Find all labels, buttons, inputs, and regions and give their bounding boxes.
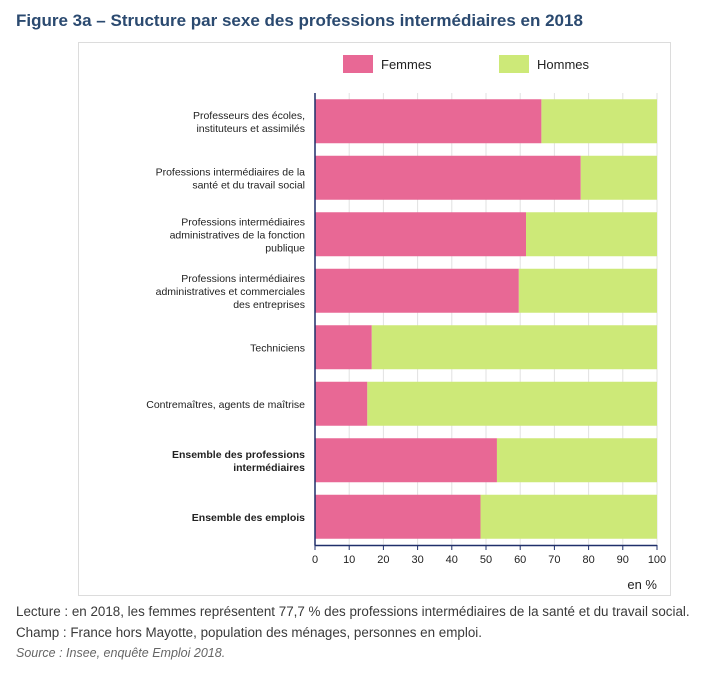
bar-femmes-0 [315,99,542,144]
category-label: Professions intermédiaires de la santé et… [156,166,306,191]
bar-femmes-1 [315,155,581,200]
legend-swatch-hommes [499,55,529,73]
bar-femmes-5 [315,381,368,426]
x-tick-label: 0 [312,554,318,566]
x-tick-label: 80 [582,554,594,566]
category-label: Techniciens [250,342,305,354]
bar-femmes-6 [315,438,497,483]
x-tick-label: 60 [514,554,526,566]
bar-hommes-0 [541,99,657,144]
category-label-line: santé et du travail social [192,179,305,191]
category-label-line: Ensemble des emplois [192,512,305,524]
x-tick-label: 40 [446,554,458,566]
bar-femmes-2 [315,212,527,257]
x-ticks: 0 10 20 30 40 50 60 70 80 90 100 [312,545,666,566]
x-tick-label: 10 [343,554,355,566]
stacked-bar-chart: Professeurs des écoles, instituteurs et a… [146,55,666,592]
chart-frame: Professeurs des écoles, instituteurs et a… [78,42,671,596]
notes: Lecture : en 2018, les femmes représente… [16,603,716,666]
category-label: Professions intermédiaires administrative… [170,216,306,254]
bar-hommes-1 [580,155,657,200]
category-label-line: Ensemble des professions [172,449,305,461]
x-tick-label: 20 [377,554,389,566]
bar-hommes-5 [367,381,657,426]
legend-label-femmes: Femmes [381,57,432,72]
category-label-line: Professions intermédiaires [181,273,305,285]
category-label-line: publique [265,242,305,254]
bar-hommes-4 [371,325,657,370]
bar-hommes-7 [480,494,657,539]
category-labels: Professeurs des écoles, instituteurs et a… [146,110,305,524]
x-tick-label: 70 [548,554,560,566]
legend-label-hommes: Hommes [537,57,590,72]
bar-femmes-4 [315,325,372,370]
champ-note: Champ : France hors Mayotte, population … [16,625,482,640]
x-tick-label: 50 [480,554,492,566]
category-label-line: Professions intermédiaires de la [156,166,306,178]
category-label-line: Contremaîtres, agents de maîtrise [146,399,305,411]
bar-femmes-3 [315,268,519,313]
x-tick-label: 90 [617,554,629,566]
category-label: Contremaîtres, agents de maîtrise [146,399,305,411]
bar-femmes-7 [315,494,481,539]
category-label: Professeurs des écoles, instituteurs et a… [193,110,305,135]
lecture-note: Lecture : en 2018, les femmes représente… [16,604,690,619]
bar-hommes-6 [496,438,657,483]
bar-hommes-3 [518,268,657,313]
category-label-line: des entreprises [233,299,305,311]
category-label: Ensemble des emplois [192,512,305,524]
legend-swatch-femmes [343,55,373,73]
category-label-line: administratives de la fonction [170,229,306,241]
category-label-line: Techniciens [250,342,305,354]
category-label-line: Professions intermédiaires [181,216,305,228]
bars [315,99,657,539]
x-tick-label: 100 [648,554,666,566]
category-label-line: instituteurs et assimilés [196,123,305,135]
figure-title: Figure 3a – Structure par sexe des profe… [16,11,583,30]
category-label: Ensemble des professions intermédiaires [172,449,305,474]
legend: Femmes Hommes [343,55,590,73]
category-label-line: Professeurs des écoles, [193,110,305,122]
source-note: Source : Insee, enquête Emploi 2018. [16,646,226,660]
bar-hommes-2 [526,212,657,257]
category-label-line: intermédiaires [233,462,305,474]
category-label: Professions intermédiaires administrative… [156,273,305,311]
x-tick-label: 30 [411,554,423,566]
category-label-line: administratives et commerciales [156,286,305,298]
x-axis-label: en % [627,577,657,592]
